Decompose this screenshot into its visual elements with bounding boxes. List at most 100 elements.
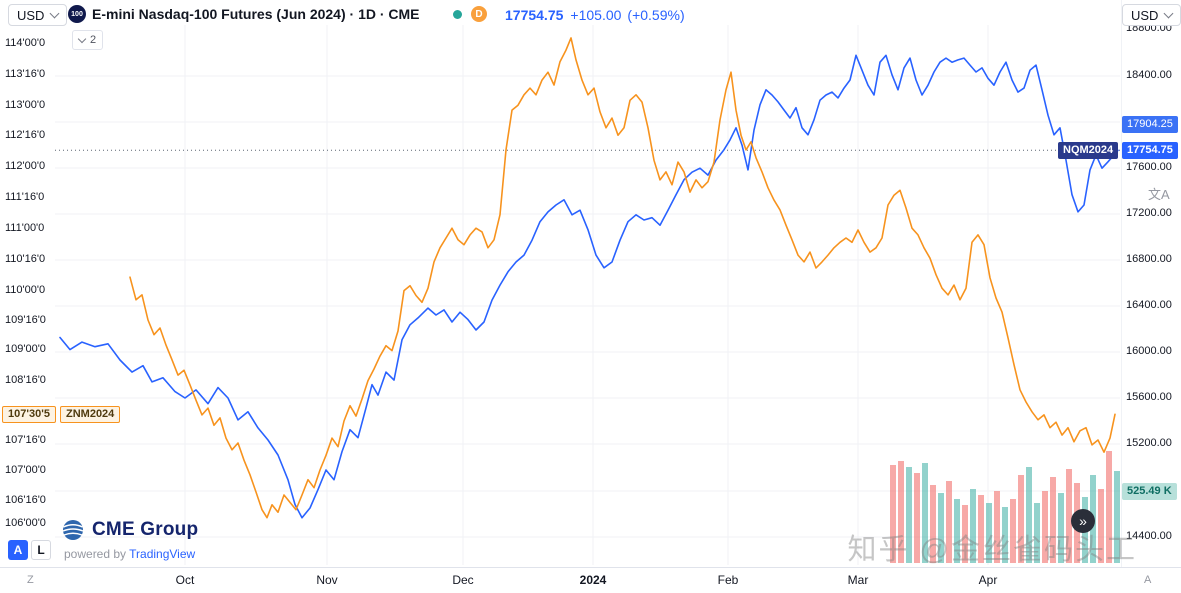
volume-bar (986, 503, 992, 563)
volume-bar (938, 493, 944, 563)
left-axis-symbol-tag[interactable]: ZNM2024 (60, 405, 121, 423)
right-axis-tick: 14400.00 (1126, 530, 1172, 542)
left-price-scale[interactable]: 114'00'0 113'16'0 113'00'0 112'16'0 112'00'0… (0, 0, 55, 567)
volume-bar (914, 473, 920, 563)
left-axis-tick: 106'00'0 (5, 517, 46, 529)
right-axis-tick: 17200.00 (1126, 207, 1172, 219)
left-axis-tick: 112'16'0 (5, 129, 46, 141)
price-readout: 17754.75 +105.00 (+0.59%) (505, 7, 685, 23)
volume-bar (1034, 503, 1040, 563)
right-axis-tick: 15600.00 (1126, 391, 1172, 403)
currency-select-left-label: USD (17, 7, 45, 23)
powered-by-tradingview[interactable]: powered by TradingView (64, 547, 195, 561)
volume-bar (906, 467, 912, 563)
time-axis-tick: 2024 (579, 573, 607, 587)
volume-bar (930, 485, 936, 563)
volume-bar (890, 465, 896, 563)
left-axis-tick: 110'00'0 (5, 284, 46, 296)
volume-bar (922, 463, 928, 563)
series-NQM2024 (59, 54, 1119, 519)
right-axis-tick: 16400.00 (1126, 299, 1172, 311)
volume-bar (1002, 507, 1008, 563)
time-axis-tick: Nov (316, 573, 338, 587)
left-axis-tick: 110'16'0 (5, 253, 46, 265)
right-axis-tick: 18400.00 (1126, 69, 1172, 81)
left-axis-price-flag: 107'30'5 (2, 405, 56, 423)
volume-bar (1066, 469, 1072, 563)
volume-bar (1058, 493, 1064, 563)
time-scale-corner-left: Z (27, 574, 34, 586)
currency-select-right[interactable]: USD (1122, 4, 1181, 26)
symbol-badge-text: 100 (71, 10, 83, 18)
left-axis-tick: 108'16'0 (5, 374, 46, 386)
left-axis-tick: 109'00'0 (5, 343, 46, 355)
time-axis-tick: Feb (717, 573, 739, 587)
time-axis-tick: Oct (175, 573, 195, 587)
expand-more-button[interactable]: » (1071, 509, 1095, 533)
left-axis-tick: 111'16'0 (5, 191, 45, 203)
chevron-down-icon (1164, 8, 1174, 19)
cme-group-logo[interactable]: CME Group (62, 519, 198, 541)
delayed-data-badge-text: D (475, 8, 483, 20)
volume-bar (978, 495, 984, 563)
time-scale-corner-right: A (1144, 574, 1152, 586)
right-axis-tick: 17600.00 (1126, 161, 1172, 173)
volume-bar (1106, 451, 1112, 563)
volume-bar (1042, 491, 1048, 563)
indicator-count: 2 (90, 34, 97, 46)
left-axis-tick: 109'16'0 (5, 314, 46, 326)
left-axis-tick: 107'00'0 (5, 464, 46, 476)
volume-bar (1098, 489, 1104, 563)
delayed-data-badge[interactable]: D (471, 6, 487, 22)
last-price: 17754.75 (505, 7, 564, 23)
right-axis-tick: 16800.00 (1126, 253, 1172, 265)
volume-bar (1010, 499, 1016, 563)
object-tree-collapse-button[interactable]: 2 (72, 30, 104, 50)
right-axis-secondary-price-flag: 17904.25 (1122, 115, 1178, 133)
cme-logo-text: CME Group (92, 519, 199, 540)
globe-icon (62, 520, 84, 540)
price-change-percent: (+0.59%) (627, 7, 685, 23)
left-axis-tick: 106'16'0 (5, 494, 46, 506)
volume-bar (962, 505, 968, 563)
time-scale[interactable]: Z A Oct Nov Dec 2024 Feb Mar Apr (0, 567, 1181, 593)
volume-bar (970, 489, 976, 563)
time-axis-tick: Dec (452, 573, 474, 587)
currency-select-right-label: USD (1131, 7, 1159, 23)
currency-select-left[interactable]: USD (8, 4, 68, 26)
chart-title[interactable]: E-mini Nasdaq-100 Futures (Jun 2024) · 1… (92, 6, 420, 22)
left-axis-tick: 112'00'0 (5, 160, 46, 172)
auto-scale-button[interactable]: A (8, 540, 28, 560)
translate-icon[interactable]: 文A (1148, 187, 1170, 202)
right-axis-tick: 15200.00 (1126, 437, 1172, 449)
right-price-scale[interactable]: 18800.0018400.0018000.0017600.0017200.00… (1121, 0, 1181, 567)
volume-bar (1018, 475, 1024, 563)
time-axis-tick: Apr (978, 573, 998, 587)
volume-value-flag: 525.49 K (1122, 483, 1177, 500)
left-axis-tick: 114'00'0 (5, 37, 46, 49)
right-axis-symbol-tag[interactable]: NQM2024 (1058, 141, 1119, 159)
volume-bar (946, 481, 952, 563)
powered-by-prefix: powered by (64, 547, 130, 561)
series-ZNM2024 (129, 37, 1116, 519)
volume-bar (1114, 471, 1120, 563)
left-axis-tick: 111'00'0 (5, 222, 45, 234)
price-change: +105.00 (570, 7, 622, 23)
log-scale-button[interactable]: L (31, 540, 51, 560)
tradingview-link[interactable]: TradingView (129, 547, 196, 561)
nasdaq100-symbol-icon: 100 (68, 5, 86, 23)
left-axis-tick: 113'16'0 (5, 68, 46, 80)
time-axis-tick: Mar (847, 573, 869, 587)
chevron-down-icon (77, 34, 87, 44)
chevron-down-icon (50, 8, 60, 19)
right-axis-tick: 16000.00 (1126, 345, 1172, 357)
volume-bar (954, 499, 960, 563)
volume-bar (1050, 477, 1056, 563)
volume-bar (1026, 467, 1032, 563)
left-axis-tick: 107'16'0 (5, 434, 46, 446)
market-status-dot-icon (453, 10, 462, 19)
left-axis-tick: 113'00'0 (5, 99, 46, 111)
zhihu-watermark: 知乎 @金丝雀码头工 (847, 534, 1137, 566)
right-axis-last-price-flag: 17754.75 (1122, 141, 1178, 159)
